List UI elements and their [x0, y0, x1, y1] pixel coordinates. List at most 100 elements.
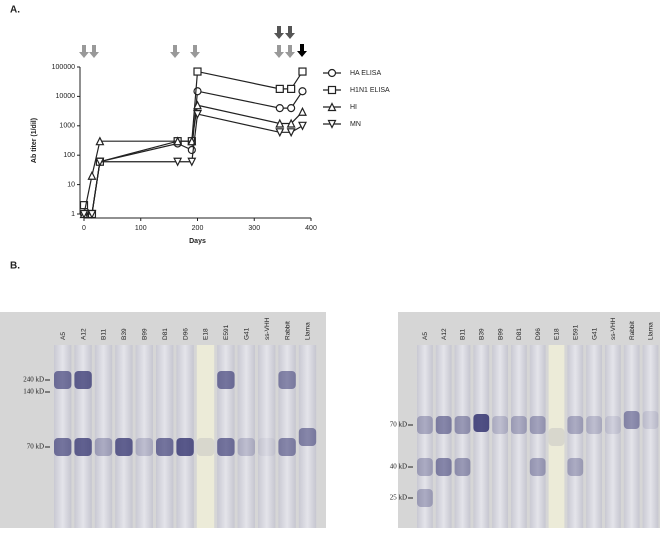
blot-band [473, 414, 490, 432]
lane-label: G41 [244, 327, 251, 340]
lane-label: B99 [497, 328, 504, 340]
y-tick-label: 100000 [52, 64, 75, 71]
blot-band [586, 416, 602, 434]
y-tick-label: 1000 [59, 123, 75, 130]
legend-label: HI [350, 104, 357, 111]
y-tick-label: 10000 [56, 93, 76, 100]
blot-lane [586, 345, 602, 528]
marker-label: 25 kD [390, 494, 407, 502]
blot-band [115, 438, 133, 456]
blot-lane [74, 345, 92, 528]
point [79, 209, 89, 219]
blot-band [623, 411, 640, 429]
blot-lane [605, 345, 621, 528]
blot-band [417, 489, 433, 507]
lane-label: G41 [591, 327, 598, 340]
blot-lane [278, 345, 296, 528]
point [173, 157, 183, 167]
blot-band [54, 371, 72, 389]
y-tick-label: 1 [71, 211, 75, 218]
lane-label: B39 [479, 328, 486, 340]
x-tick-label: 300 [248, 225, 260, 232]
y-tick-label: 10 [67, 181, 75, 188]
blot-band [529, 458, 546, 476]
blot-lane [237, 345, 255, 528]
blot-lane [454, 345, 471, 528]
point [286, 128, 296, 138]
lane-label: B11 [101, 329, 108, 340]
marker-label: 40 kD [390, 463, 407, 471]
panel-label: B. [10, 261, 20, 272]
lane-label: B99 [142, 328, 149, 340]
point [79, 201, 89, 210]
blot-band [176, 438, 194, 456]
blot-band [54, 438, 72, 456]
point [298, 87, 307, 96]
blot-lane [258, 345, 276, 528]
y-tick-label: 100 [63, 152, 75, 159]
blot-band [258, 438, 276, 456]
lane-label: Rabbit [629, 321, 636, 340]
blot-band [605, 416, 621, 434]
blot-band [454, 416, 471, 434]
legend-marker [327, 102, 337, 112]
lane-label: Llama [305, 322, 312, 340]
marker-label: 140 kD [23, 388, 44, 396]
point [287, 84, 296, 93]
point [275, 128, 285, 138]
blot-band [567, 416, 584, 434]
point [298, 121, 307, 131]
point [287, 103, 296, 113]
blot-band [196, 438, 215, 456]
blot-lane [435, 345, 452, 528]
legend-marker [327, 68, 337, 78]
blot-band [156, 438, 174, 456]
blot-lane [54, 345, 72, 528]
point [95, 136, 105, 146]
blot-band [217, 371, 235, 389]
x-tick-label: 0 [82, 225, 86, 232]
blot-band [135, 438, 153, 456]
blot-band [642, 411, 659, 429]
blot-lane [529, 345, 546, 528]
x-tick-label: 400 [305, 225, 317, 232]
lane-label: E18 [554, 328, 561, 340]
lane-label: A12 [80, 328, 87, 340]
lane-label: D81 [162, 328, 169, 340]
blot-band [94, 438, 113, 456]
legend-label: H1N1 ELISA [350, 87, 390, 94]
blot-lane [196, 345, 215, 528]
marker-label: 70 kD [390, 421, 407, 429]
lane-label: Rabbit [284, 321, 291, 340]
lane-label: ss-VHH [610, 317, 617, 340]
arrows [79, 26, 307, 58]
point [87, 170, 97, 180]
panel-label: A. [10, 5, 20, 16]
blot-lane [642, 345, 659, 528]
blot-band [417, 458, 433, 476]
blot-lane [623, 345, 640, 528]
blot-band [217, 438, 235, 456]
blot-band [237, 438, 255, 456]
lane-label: B39 [121, 328, 128, 340]
lane-label: Llama [648, 322, 655, 340]
point [193, 67, 202, 76]
point [193, 110, 202, 119]
legend-label: HA ELISA [350, 70, 381, 77]
lane-label: D96 [535, 328, 542, 340]
blot-lane [511, 345, 527, 528]
blot-band [74, 438, 92, 456]
legend-label: MN [350, 121, 361, 128]
blot-lane [417, 345, 433, 528]
blot-lane [492, 345, 508, 528]
blot-band [298, 428, 317, 446]
point [193, 87, 202, 96]
blot-band [511, 416, 527, 434]
blot-band [435, 416, 452, 434]
lane-label: E591 [573, 324, 580, 340]
point [193, 100, 202, 110]
lane-label: D81 [516, 328, 523, 340]
blot-band [567, 458, 584, 476]
blot-lane [548, 345, 565, 528]
